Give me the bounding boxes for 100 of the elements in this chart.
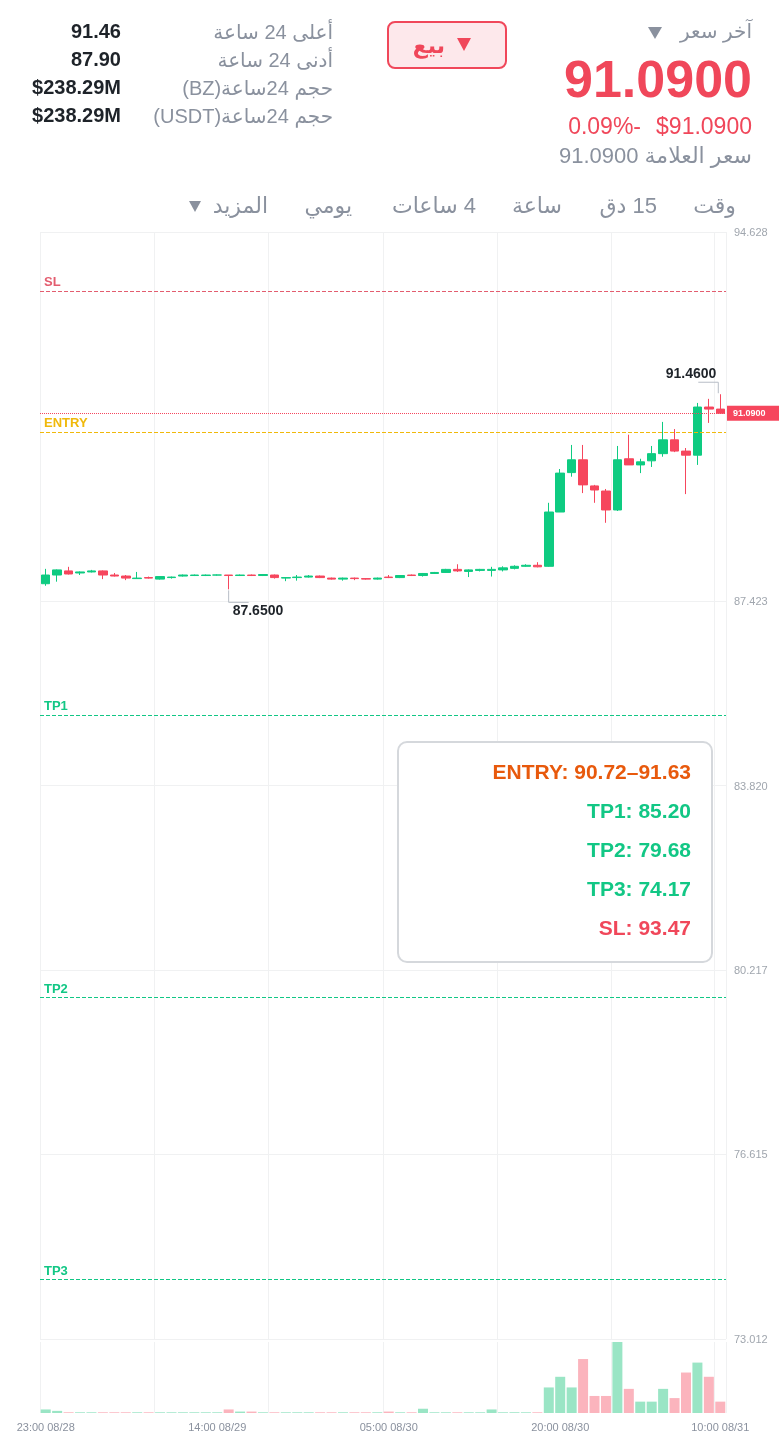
annotation: SL: 93.47 [598,916,691,940]
text: حجم 24ساعة(USDT) [153,105,333,127]
candlestick [567,444,576,478]
ref-line-label: TP1 [44,697,68,713]
candlestick [270,574,279,580]
y-tick-label: 83.820 [734,779,768,792]
annotation: TP3: 74.17 [587,877,691,901]
y-tick-label: 87.423 [734,594,768,607]
bar [623,1388,634,1413]
candlestick [41,568,50,587]
candlestick [407,574,416,577]
ref-line-label: TP2 [44,980,68,996]
text: المزيد [212,193,268,218]
x-tick-label: 20:00 08/30 [531,1420,590,1432]
candlestick [658,421,668,458]
text: حجم 24ساعة(BZ) [182,77,333,99]
y-tick-label: 80.217 [734,964,768,977]
candlestick [670,428,679,453]
annotation: 91.4600 [665,365,717,382]
text: بيع [412,33,445,58]
candlestick [361,577,371,581]
candlestick [52,568,62,583]
candlestick [590,484,599,504]
text: وقت [693,193,736,218]
candlestick [144,576,153,580]
bar [566,1387,577,1413]
annotation: ENTRY: 90.72–91.63 [492,760,691,784]
ref-line-label: ENTRY [44,415,88,431]
candlestick [578,444,588,494]
candlestick [155,575,165,581]
candlestick [464,568,473,578]
candlestick [636,458,645,474]
candlestick [121,574,131,581]
y-tick-label: 76.615 [734,1148,768,1161]
candlestick [75,570,85,576]
candlestick [613,445,622,512]
candlestick [178,574,188,578]
text: يومي [304,193,352,218]
candlestick [453,563,462,573]
text: 0.09%- [568,113,641,139]
candlestick [475,568,485,572]
candlestick [98,569,108,580]
candlestick [167,576,176,580]
candlestick [64,566,73,576]
text: 87.90 [70,48,121,70]
candlestick [132,571,142,580]
text: $238.29M [32,76,121,98]
bar [692,1362,703,1413]
ref-line-label: SL [44,274,61,290]
candlestick [327,577,336,581]
candlestick [498,565,508,572]
x-tick-label: 14:00 08/29 [188,1420,247,1432]
candlestick [87,569,96,573]
annotation: TP1: 85.20 [587,799,691,823]
candlestick [624,434,634,466]
candlestick [350,577,359,581]
candlestick [373,577,382,581]
candlestick [235,574,245,577]
text: ساعة [511,193,562,218]
y-tick-label: 73.012 [734,1333,768,1345]
text: أدنى 24 ساعة [217,49,333,71]
ref-line-label: 91.0900 [733,408,766,419]
candlestick [647,445,656,468]
candlestick [338,577,348,582]
bar [635,1401,646,1413]
candlestick [693,402,702,466]
text: 91.46 [70,20,121,42]
x-tick-label: 23:00 08/28 [16,1420,75,1432]
annotation: TP2: 79.68 [587,838,691,862]
bar [578,1359,589,1413]
text: $238.29M [32,104,121,126]
candlestick [304,574,313,579]
text: 91.0900 [564,50,752,108]
text: أعلى 24 ساعة [213,21,333,43]
candlestick [601,488,611,524]
candlestick [258,573,268,577]
candlestick [247,574,256,577]
x-tick-label: 05:00 08/30 [359,1420,418,1432]
candlestick [395,574,405,579]
candlestick [315,575,325,579]
candlestick [510,564,519,570]
ref-line-label: TP3 [44,1262,68,1278]
bar [223,1409,234,1413]
candlestick [418,572,428,578]
candlestick [384,574,393,579]
candlestick [212,574,222,577]
text: آخر سعر [680,20,752,42]
x-tick-label: 10:00 08/31 [691,1420,750,1432]
candlestick [521,563,531,568]
candlestick [487,566,496,578]
text: 4 ساعات [391,193,476,218]
candlestick [201,574,211,577]
y-tick-label: 94.628 [734,226,768,238]
candlestick [430,571,439,575]
annotation: 87.6500 [232,602,284,619]
candlestick [190,574,199,577]
candlestick [110,572,119,578]
text: 15 دق [599,193,657,218]
candlestick [224,574,233,590]
text: سعر العلامة 91.0900 [558,143,752,168]
